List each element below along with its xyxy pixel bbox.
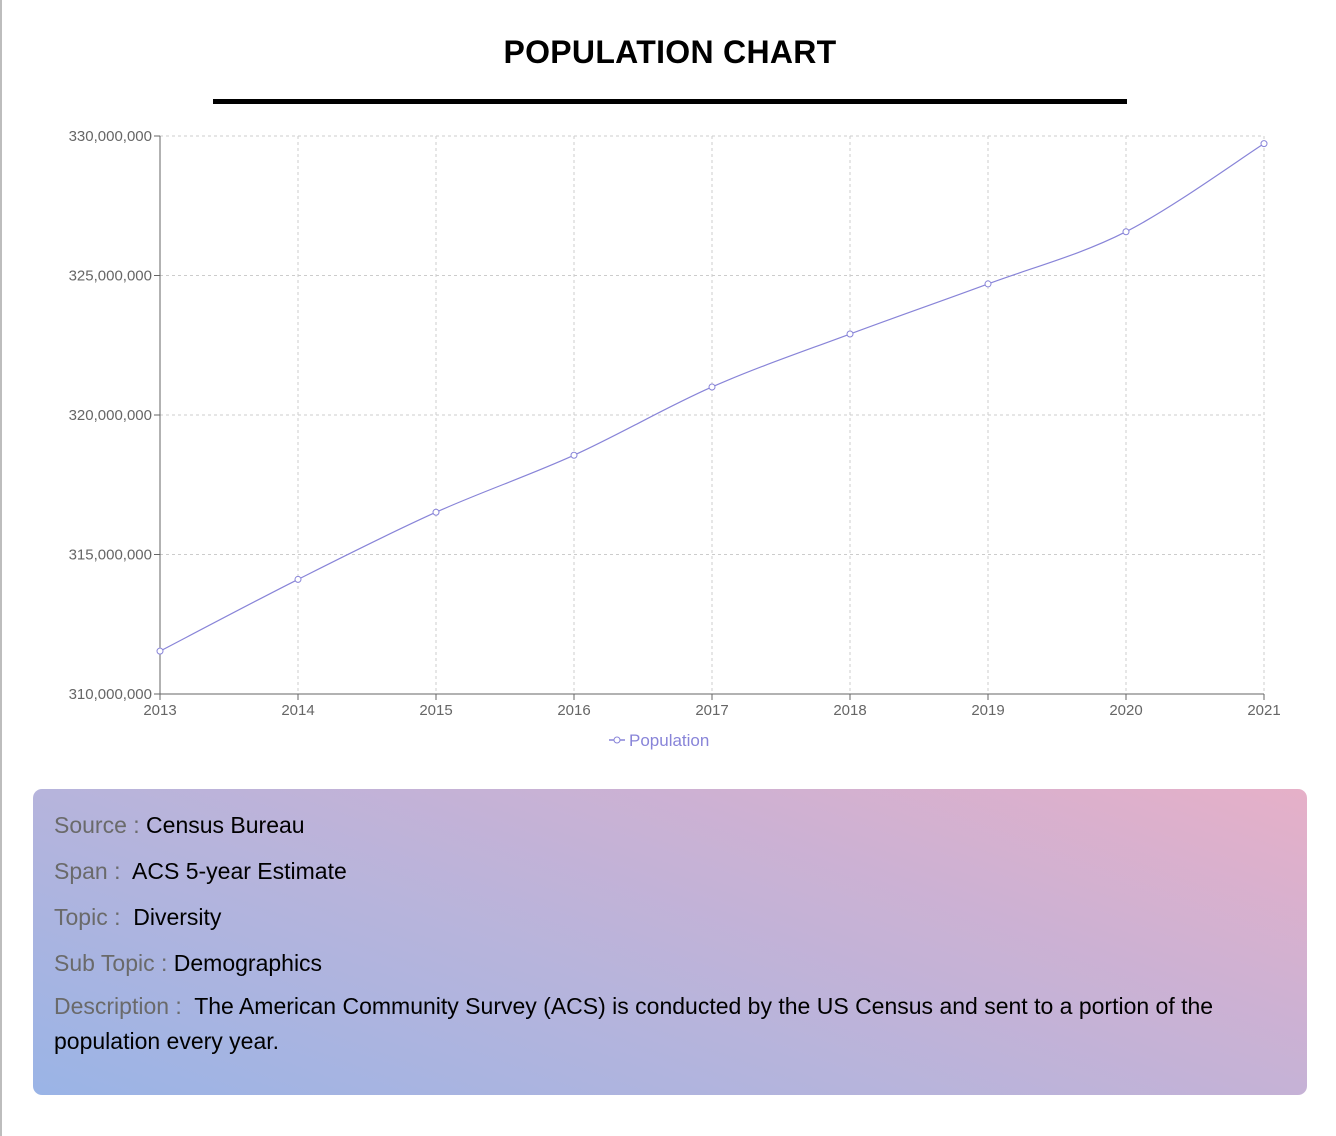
legend-marker-icon bbox=[613, 736, 621, 744]
title-underline bbox=[213, 99, 1127, 104]
x-tick-label: 2021 bbox=[1247, 702, 1280, 719]
span-label: Span : bbox=[54, 858, 121, 884]
y-tick-label: 310,000,000 bbox=[69, 686, 152, 703]
legend-label-population: Population bbox=[629, 731, 709, 750]
x-tick-label: 2016 bbox=[557, 702, 590, 719]
chart-title: POPULATION CHART bbox=[503, 34, 837, 70]
span-value: ACS 5-year Estimate bbox=[132, 858, 347, 884]
x-tick-label: 2015 bbox=[419, 702, 452, 719]
data-point bbox=[570, 451, 578, 459]
x-tick-label: 2013 bbox=[143, 702, 176, 719]
description-row: Description : The American Community Sur… bbox=[54, 989, 1286, 1059]
y-tick-label: 325,000,000 bbox=[69, 268, 152, 285]
description-label: Description : bbox=[54, 993, 182, 1019]
data-point bbox=[708, 383, 716, 391]
subtopic-value: Demographics bbox=[173, 950, 323, 976]
x-tick-label: 2019 bbox=[971, 702, 1004, 719]
data-point bbox=[294, 575, 302, 583]
topic-label: Topic : bbox=[54, 904, 121, 930]
x-tick-label: 2018 bbox=[833, 702, 866, 719]
span-row: Span : ACS 5-year Estimate bbox=[54, 857, 1286, 885]
y-tick-label: 330,000,000 bbox=[69, 128, 152, 145]
x-tick-label: 2020 bbox=[1109, 702, 1142, 719]
description-value: The American Community Survey (ACS) is c… bbox=[54, 993, 1214, 1054]
topic-row: Topic : Diversity bbox=[54, 903, 1286, 931]
subtopic-label: Sub Topic : bbox=[54, 950, 168, 976]
subtopic-row: Sub Topic : Demographics bbox=[54, 949, 1286, 977]
data-point bbox=[846, 330, 854, 338]
x-tick-label: 2014 bbox=[281, 702, 314, 719]
data-point bbox=[984, 280, 992, 288]
data-point bbox=[432, 508, 440, 516]
data-point bbox=[1122, 228, 1130, 236]
y-tick-label: 315,000,000 bbox=[69, 547, 152, 564]
page-left-border bbox=[0, 0, 2, 1136]
source-label: Source : bbox=[54, 812, 140, 838]
source-value: Census Bureau bbox=[146, 812, 305, 838]
x-tick-label: 2017 bbox=[695, 702, 728, 719]
source-row: Source : Census Bureau bbox=[54, 811, 1286, 839]
y-tick-label: 320,000,000 bbox=[69, 407, 152, 424]
data-point bbox=[1260, 140, 1268, 148]
data-point bbox=[156, 647, 164, 655]
topic-value: Diversity bbox=[133, 904, 222, 930]
population-line-chart: 310,000,000 315,000,000 320,000,000 325,000… bbox=[69, 128, 1281, 750]
dataset-info-card: Source : Census Bureau Span : ACS 5-year… bbox=[33, 789, 1307, 1095]
